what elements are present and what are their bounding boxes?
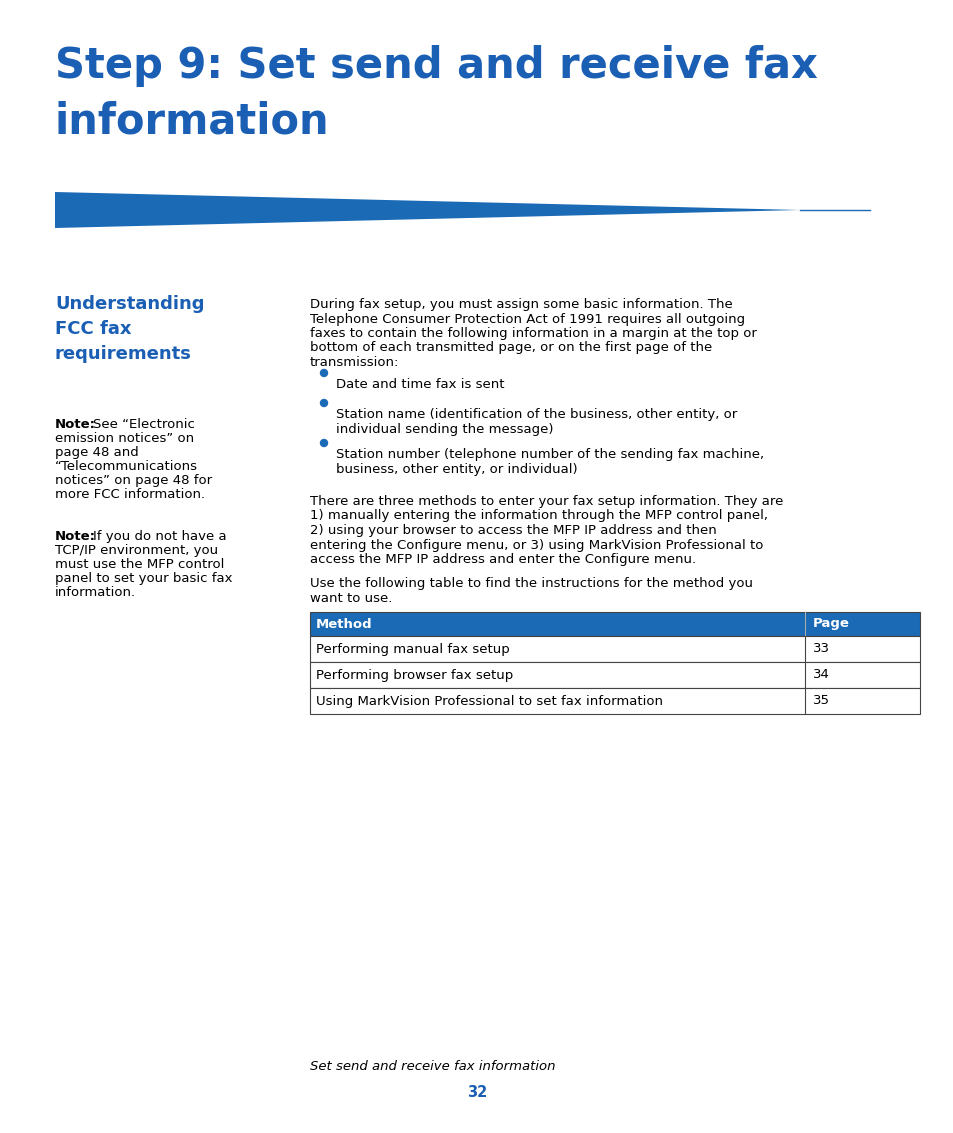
Text: Page: Page [812, 617, 849, 630]
FancyBboxPatch shape [310, 612, 919, 636]
Polygon shape [55, 191, 800, 228]
Text: must use the MFP control: must use the MFP control [55, 557, 224, 571]
Text: page 48 and: page 48 and [55, 446, 138, 459]
Text: During fax setup, you must assign some basic information. The: During fax setup, you must assign some b… [310, 298, 732, 310]
Text: TCP/IP environment, you: TCP/IP environment, you [55, 544, 218, 557]
Text: 35: 35 [812, 695, 829, 707]
Text: Set send and receive fax information: Set send and receive fax information [310, 1060, 555, 1073]
Text: bottom of each transmitted page, or on the first page of the: bottom of each transmitted page, or on t… [310, 341, 712, 355]
Text: Method: Method [315, 617, 373, 630]
Text: panel to set your basic fax: panel to set your basic fax [55, 572, 233, 585]
Text: If you do not have a: If you do not have a [92, 530, 227, 543]
Text: Understanding
FCC fax
requirements: Understanding FCC fax requirements [55, 295, 204, 363]
Text: notices” on page 48 for: notices” on page 48 for [55, 474, 212, 487]
Text: Note:: Note: [55, 418, 96, 431]
Text: 34: 34 [812, 668, 829, 682]
Text: Performing browser fax setup: Performing browser fax setup [315, 668, 513, 682]
Text: business, other entity, or individual): business, other entity, or individual) [335, 462, 577, 476]
Text: individual sending the message): individual sending the message) [335, 423, 553, 435]
Text: faxes to contain the following information in a margin at the top or: faxes to contain the following informati… [310, 327, 756, 340]
Text: want to use.: want to use. [310, 591, 392, 605]
Text: information: information [55, 100, 330, 142]
Text: There are three methods to enter your fax setup information. They are: There are three methods to enter your fa… [310, 495, 782, 508]
Text: “Telecommunications: “Telecommunications [55, 460, 198, 472]
Text: 32: 32 [466, 1085, 487, 1100]
Circle shape [320, 400, 327, 407]
Text: emission notices” on: emission notices” on [55, 432, 193, 445]
Circle shape [320, 369, 327, 376]
Text: transmission:: transmission: [310, 356, 399, 369]
Text: 1) manually entering the information through the MFP control panel,: 1) manually entering the information thr… [310, 510, 767, 522]
Text: Note:: Note: [55, 530, 96, 543]
Text: Station name (identification of the business, other entity, or: Station name (identification of the busi… [335, 408, 737, 421]
FancyBboxPatch shape [310, 688, 919, 714]
Circle shape [320, 440, 327, 446]
Text: Step 9: Set send and receive fax: Step 9: Set send and receive fax [55, 45, 817, 87]
Text: 2) using your browser to access the MFP IP address and then: 2) using your browser to access the MFP … [310, 523, 716, 537]
Text: more FCC information.: more FCC information. [55, 488, 205, 501]
FancyBboxPatch shape [310, 636, 919, 662]
Text: 33: 33 [812, 642, 829, 656]
Text: Date and time fax is sent: Date and time fax is sent [335, 378, 504, 391]
Text: information.: information. [55, 586, 136, 599]
FancyBboxPatch shape [310, 662, 919, 688]
Text: access the MFP IP address and enter the Configure menu.: access the MFP IP address and enter the … [310, 553, 696, 566]
Text: entering the Configure menu, or 3) using MarkVision Professional to: entering the Configure menu, or 3) using… [310, 538, 762, 552]
Text: See “Electronic: See “Electronic [92, 418, 194, 431]
Text: Using MarkVision Professional to set fax information: Using MarkVision Professional to set fax… [315, 695, 662, 707]
Text: Station number (telephone number of the sending fax machine,: Station number (telephone number of the … [335, 448, 763, 461]
Text: Performing manual fax setup: Performing manual fax setup [315, 642, 509, 656]
Text: Telephone Consumer Protection Act of 1991 requires all outgoing: Telephone Consumer Protection Act of 199… [310, 313, 744, 325]
Text: Use the following table to find the instructions for the method you: Use the following table to find the inst… [310, 577, 752, 590]
